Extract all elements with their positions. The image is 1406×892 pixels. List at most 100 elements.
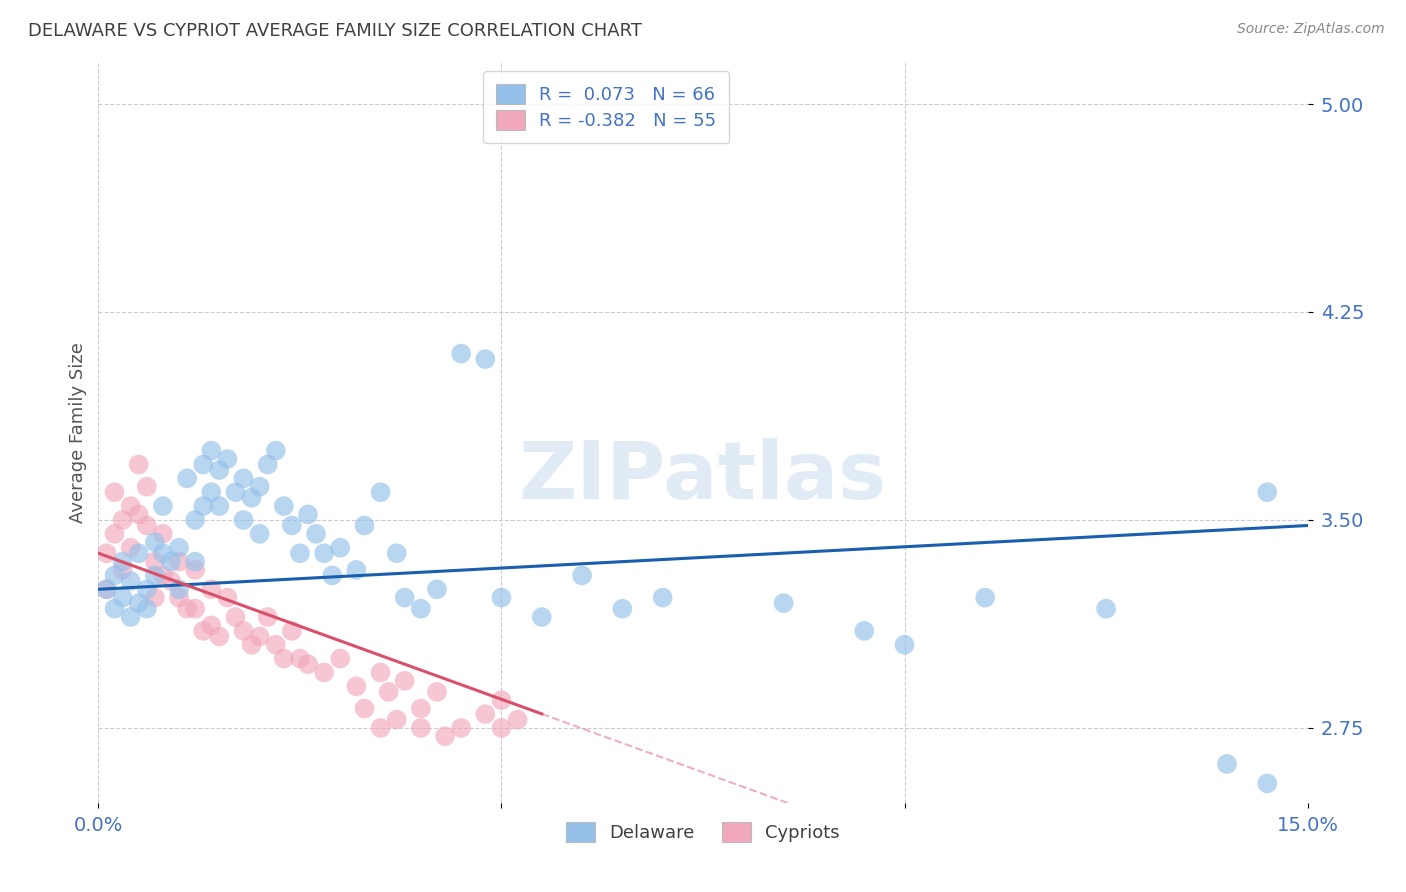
Point — [111, 555, 134, 569]
Point — [176, 471, 198, 485]
Point — [96, 582, 118, 597]
Point — [152, 499, 174, 513]
Point — [249, 629, 271, 643]
Point — [273, 499, 295, 513]
Point — [1256, 485, 1278, 500]
Point — [256, 610, 278, 624]
Point — [135, 518, 157, 533]
Point — [394, 673, 416, 688]
Point — [143, 591, 166, 605]
Point — [120, 574, 142, 588]
Point — [111, 591, 134, 605]
Point — [353, 518, 375, 533]
Point — [853, 624, 876, 638]
Point — [281, 518, 304, 533]
Point — [394, 591, 416, 605]
Point — [491, 591, 513, 605]
Point — [184, 601, 207, 615]
Point — [240, 638, 263, 652]
Point — [249, 526, 271, 541]
Point — [344, 679, 367, 693]
Point — [96, 582, 118, 597]
Point — [128, 546, 150, 560]
Point — [314, 546, 336, 560]
Point — [893, 638, 915, 652]
Point — [434, 729, 457, 743]
Point — [232, 513, 254, 527]
Point — [103, 485, 125, 500]
Point — [200, 485, 222, 500]
Point — [409, 721, 432, 735]
Point — [370, 485, 392, 500]
Point — [314, 665, 336, 680]
Text: Source: ZipAtlas.com: Source: ZipAtlas.com — [1237, 22, 1385, 37]
Point — [152, 546, 174, 560]
Point — [249, 480, 271, 494]
Point — [200, 582, 222, 597]
Point — [200, 443, 222, 458]
Point — [264, 443, 287, 458]
Point — [103, 526, 125, 541]
Point — [224, 485, 246, 500]
Point — [224, 610, 246, 624]
Point — [297, 508, 319, 522]
Y-axis label: Average Family Size: Average Family Size — [69, 343, 87, 523]
Point — [167, 555, 190, 569]
Point — [329, 541, 352, 555]
Point — [111, 513, 134, 527]
Point — [128, 458, 150, 472]
Point — [143, 535, 166, 549]
Point — [160, 574, 183, 588]
Point — [409, 601, 432, 615]
Text: DELAWARE VS CYPRIOT AVERAGE FAMILY SIZE CORRELATION CHART: DELAWARE VS CYPRIOT AVERAGE FAMILY SIZE … — [28, 22, 643, 40]
Point — [571, 568, 593, 582]
Legend: Delaware, Cypriots: Delaware, Cypriots — [560, 815, 846, 849]
Point — [167, 591, 190, 605]
Point — [974, 591, 997, 605]
Point — [208, 463, 231, 477]
Text: ZIPatlas: ZIPatlas — [519, 438, 887, 516]
Point — [281, 624, 304, 638]
Point — [111, 563, 134, 577]
Point — [772, 596, 794, 610]
Point — [135, 601, 157, 615]
Point — [344, 563, 367, 577]
Point — [143, 568, 166, 582]
Point — [385, 713, 408, 727]
Point — [143, 555, 166, 569]
Point — [240, 491, 263, 505]
Point — [184, 513, 207, 527]
Point — [1256, 776, 1278, 790]
Point — [353, 701, 375, 715]
Point — [1216, 756, 1239, 771]
Point — [184, 555, 207, 569]
Point — [491, 721, 513, 735]
Point — [167, 582, 190, 597]
Point — [612, 601, 634, 615]
Point — [152, 568, 174, 582]
Point — [329, 651, 352, 665]
Point — [208, 629, 231, 643]
Point — [297, 657, 319, 672]
Point — [232, 471, 254, 485]
Point — [450, 346, 472, 360]
Point — [385, 546, 408, 560]
Point — [506, 713, 529, 727]
Point — [256, 458, 278, 472]
Point — [1095, 601, 1118, 615]
Point — [193, 624, 215, 638]
Point — [370, 721, 392, 735]
Point — [321, 568, 343, 582]
Point — [288, 546, 311, 560]
Point — [530, 610, 553, 624]
Point — [128, 508, 150, 522]
Point — [176, 601, 198, 615]
Point — [103, 601, 125, 615]
Point — [135, 480, 157, 494]
Point — [200, 618, 222, 632]
Point — [103, 568, 125, 582]
Point — [426, 582, 449, 597]
Point — [651, 591, 673, 605]
Point — [167, 541, 190, 555]
Point — [288, 651, 311, 665]
